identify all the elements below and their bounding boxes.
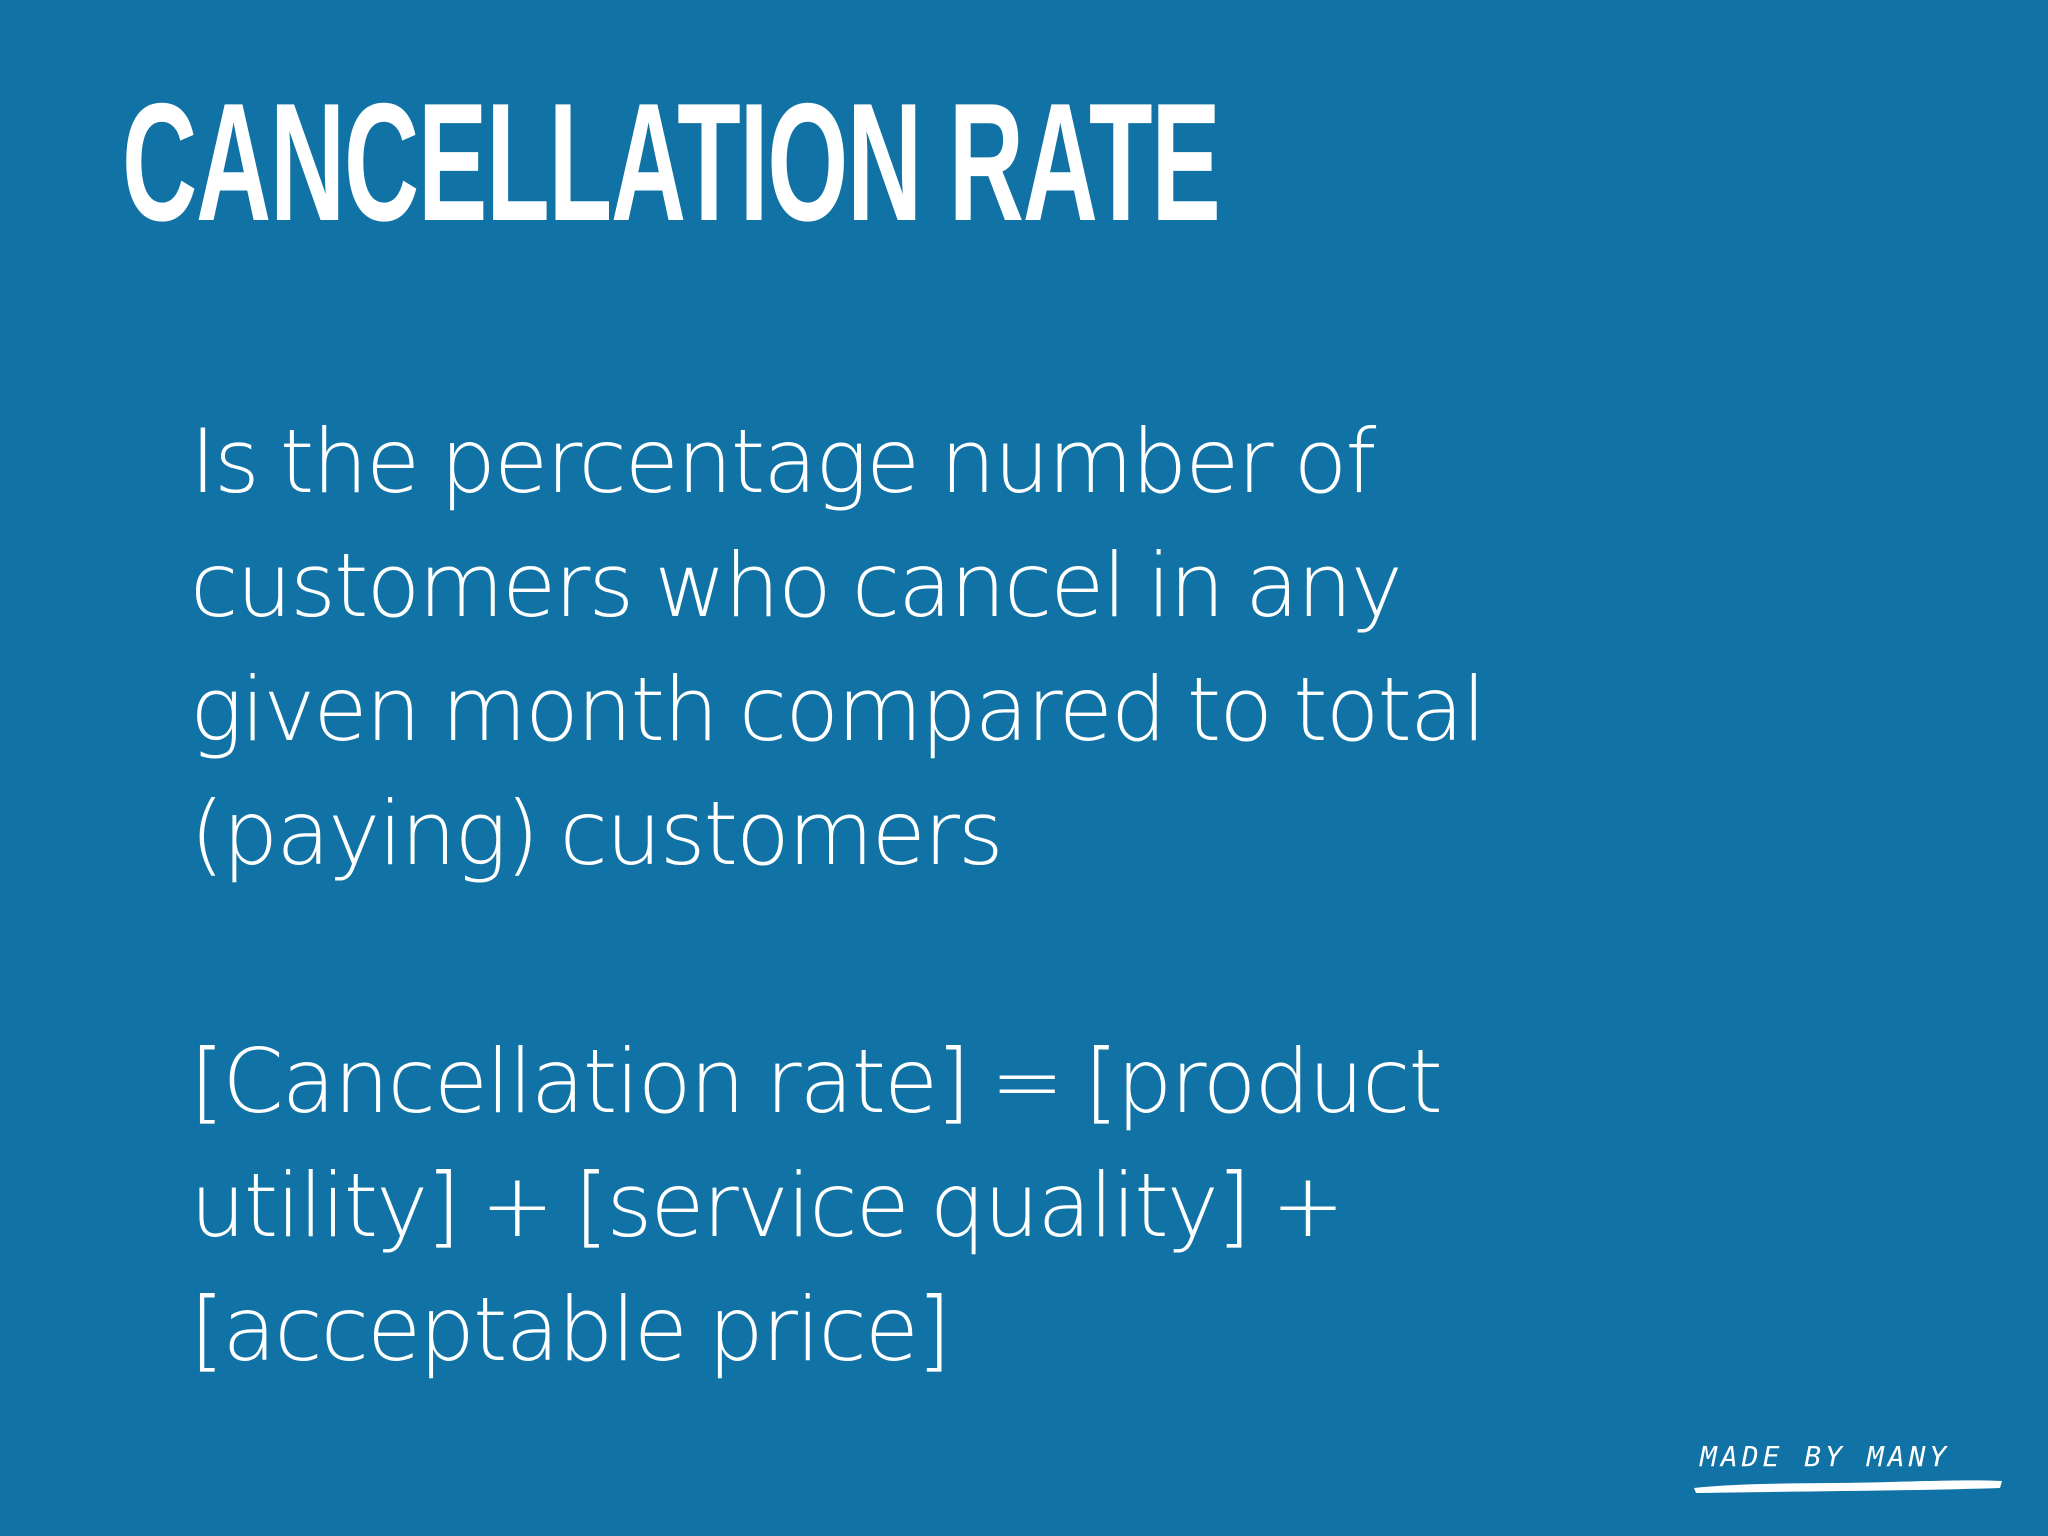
formula-line: [Cancellation rate] = [product	[190, 1030, 1443, 1133]
definition-line: (paying) customers	[190, 782, 1004, 885]
logo-underline-icon	[1694, 1480, 2002, 1493]
formula-line: utility] + [service quality] +	[190, 1154, 1345, 1257]
definition-line: customers who cancel in any	[190, 534, 1403, 637]
slide-title: CANCELLATION RATE	[122, 68, 1221, 256]
definition-line: Is the percentage number of	[190, 410, 1376, 513]
made-by-many-logo: MADE BY MANY	[1690, 1440, 2010, 1500]
formula-line: [acceptable price]	[190, 1278, 951, 1381]
formula-paragraph: [Cancellation rate] = [product utility] …	[190, 1020, 1950, 1392]
logo-text: MADE BY MANY	[1700, 1440, 1951, 1473]
definition-paragraph: Is the percentage number of customers wh…	[190, 400, 1950, 896]
definition-line: given month compared to total	[190, 658, 1486, 761]
slide-body: Is the percentage number of customers wh…	[190, 400, 1950, 1392]
